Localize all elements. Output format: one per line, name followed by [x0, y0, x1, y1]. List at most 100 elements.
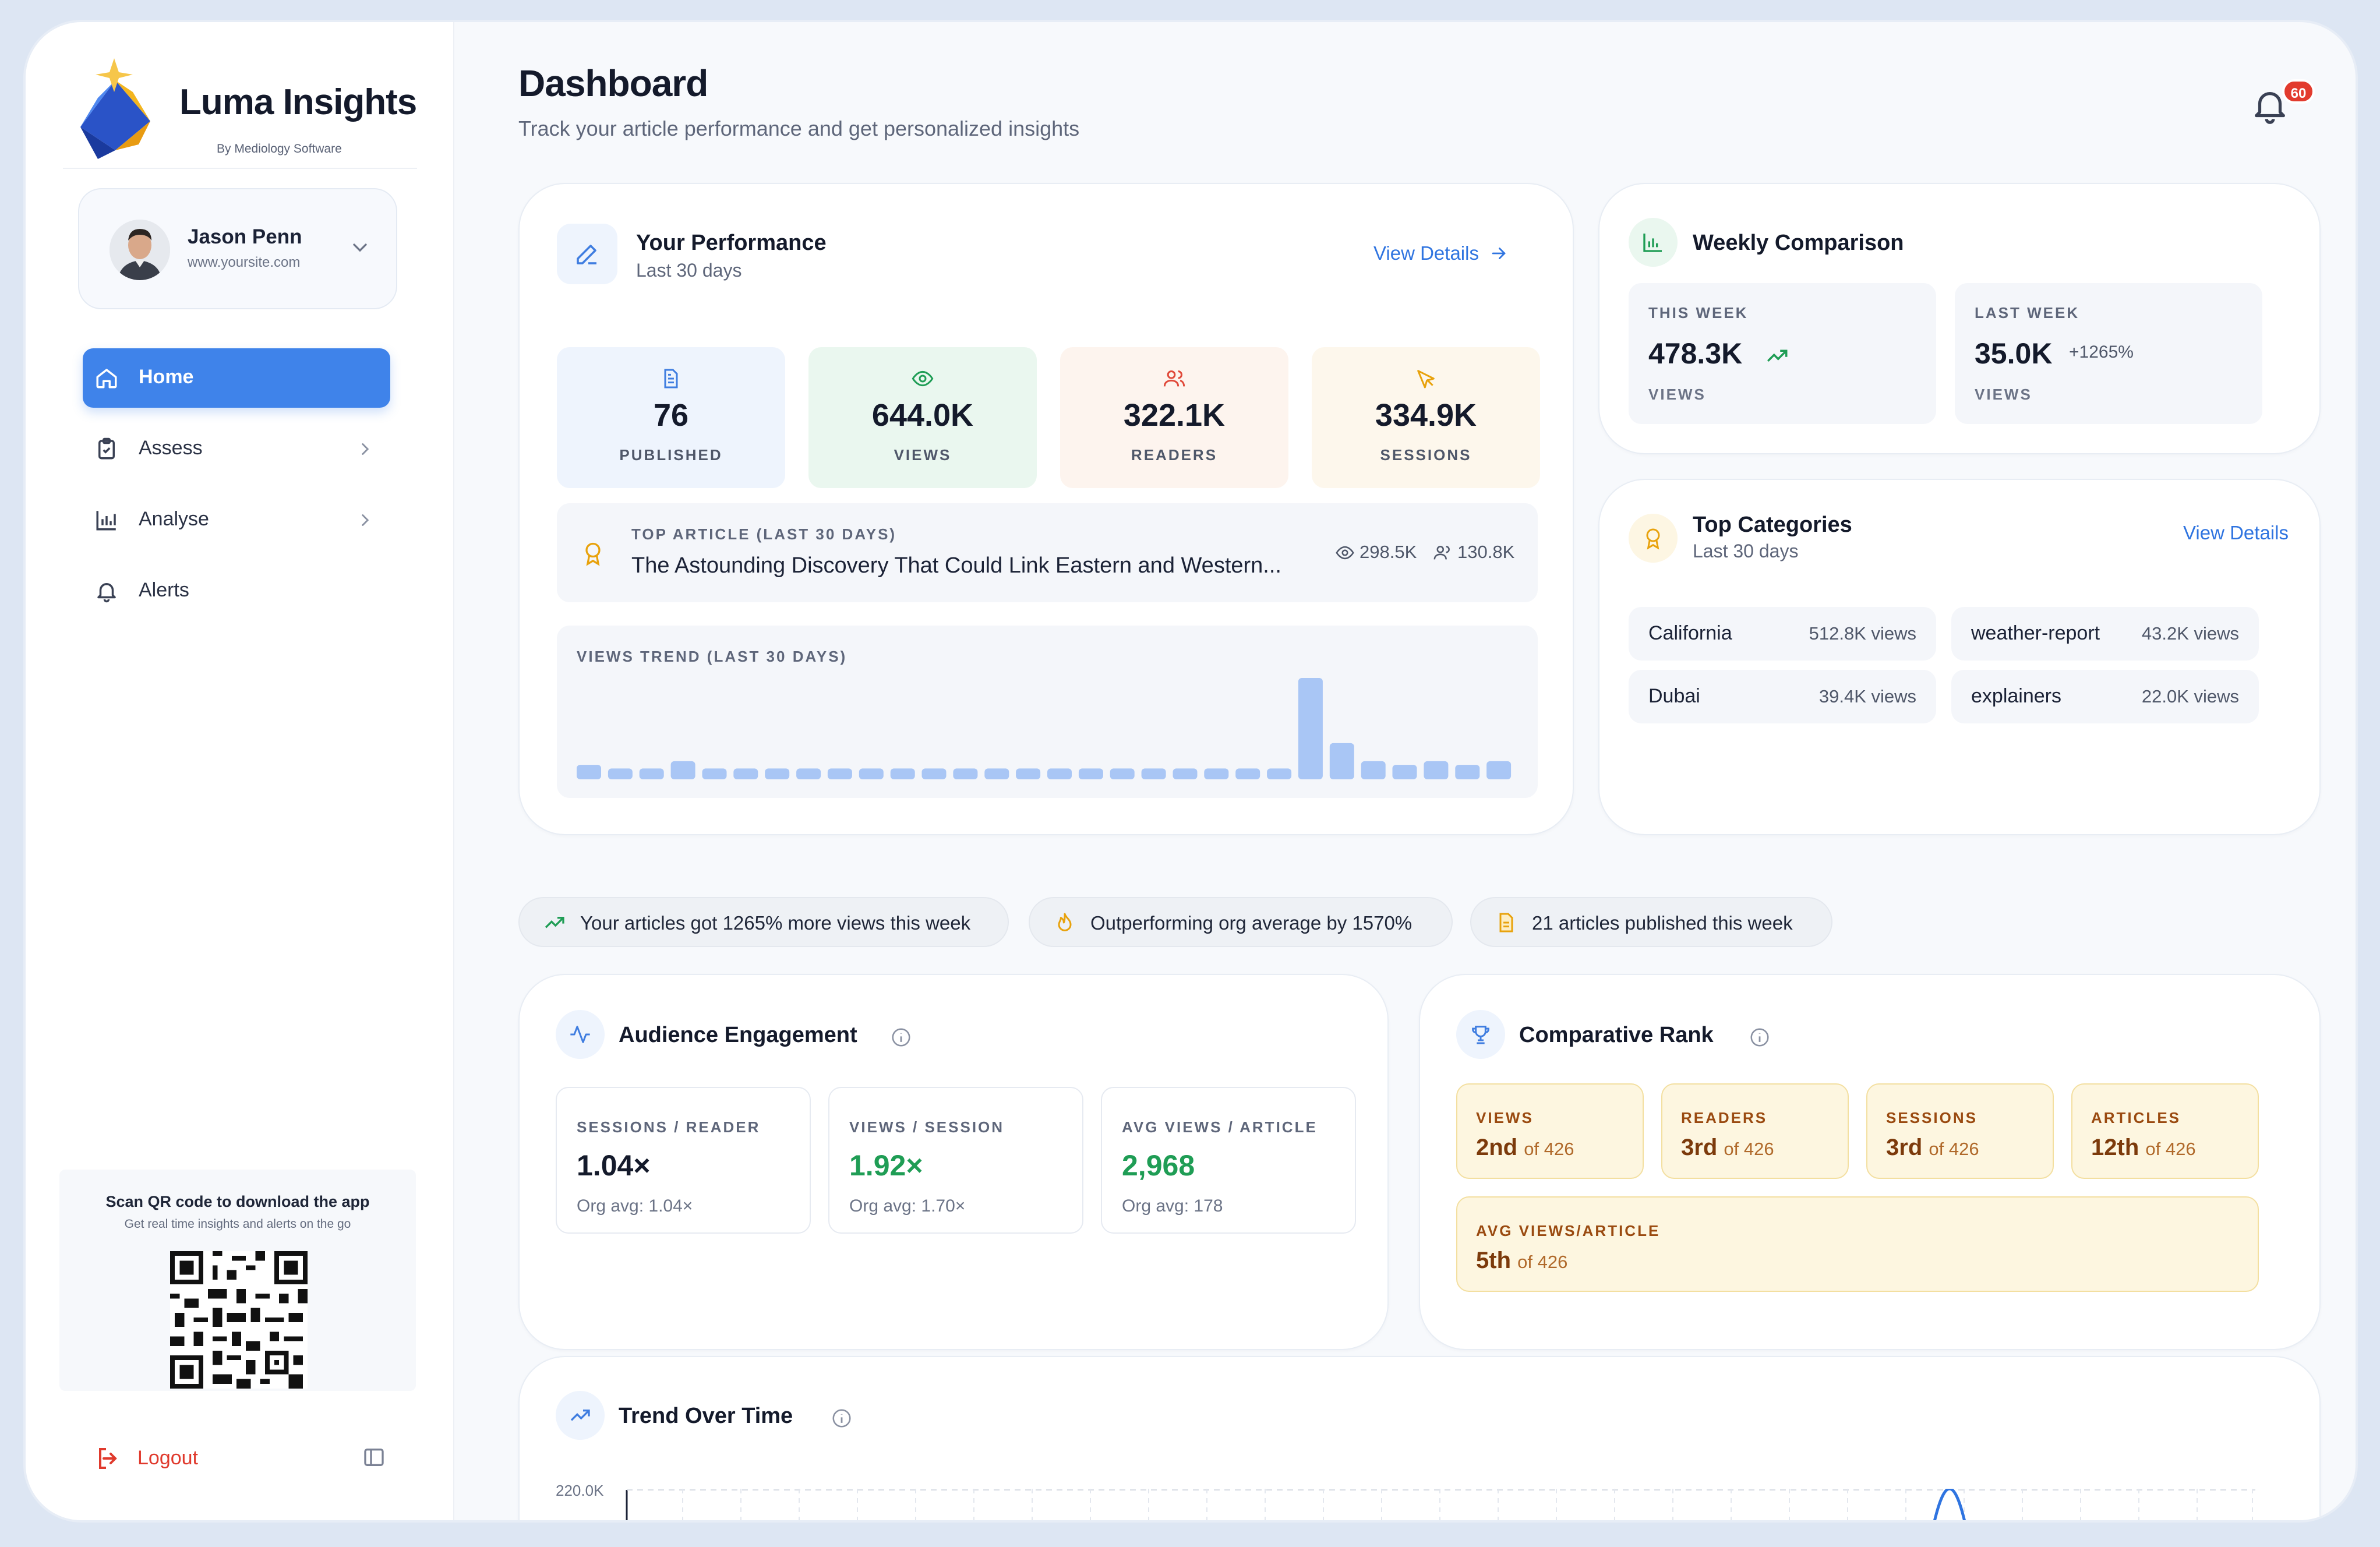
- sidebar-item-alerts[interactable]: Alerts: [83, 561, 390, 621]
- trend-bar[interactable]: [639, 768, 664, 779]
- notifications-bell-icon[interactable]: [2250, 85, 2290, 126]
- this-week-box: THIS WEEK 478.3K VIEWS: [1629, 283, 1936, 424]
- top-article-row[interactable]: TOP ARTICLE (LAST 30 DAYS) The Astoundin…: [557, 503, 1538, 602]
- category-views: 39.4K views: [1818, 686, 1916, 707]
- sidebar-item-home[interactable]: Home: [83, 348, 390, 408]
- trend-bar[interactable]: [1110, 768, 1135, 779]
- bell-icon: [97, 583, 116, 603]
- rank-position: 12th: [2091, 1135, 2139, 1160]
- trend-bar[interactable]: [1486, 761, 1512, 779]
- rank-readers: READERS 3rd of 426: [1661, 1083, 1849, 1179]
- trend-bar[interactable]: [670, 761, 695, 779]
- trend-bar[interactable]: [1141, 768, 1166, 779]
- chevron-down-icon[interactable]: [348, 236, 372, 259]
- info-icon[interactable]: [1749, 1026, 1771, 1048]
- qr-title: Scan QR code to download the app: [105, 1193, 370, 1210]
- eye-icon: [912, 370, 934, 387]
- trend-bar[interactable]: [921, 768, 947, 779]
- engagement-label: SESSIONS / READER: [577, 1118, 761, 1136]
- trend-bar[interactable]: [577, 765, 601, 779]
- trend-bar[interactable]: [1361, 761, 1386, 779]
- bar-chart-icon: [1643, 234, 1662, 252]
- trend-bar[interactable]: [608, 768, 633, 779]
- trend-bar[interactable]: [953, 768, 978, 779]
- rank-label: READERS: [1681, 1109, 1768, 1126]
- category-name: Dubai: [1648, 685, 1700, 707]
- rank-sessions: SESSIONS 3rd of 426: [1866, 1083, 2054, 1179]
- rank-avg-views-per-article: AVG VIEWS/ARTICLE 5th of 426: [1456, 1196, 2259, 1292]
- qr-download-panel: Scan QR code to download the app Get rea…: [59, 1170, 416, 1391]
- sidebar-item-assess[interactable]: Assess: [83, 419, 390, 479]
- category-views: 512.8K views: [1809, 623, 1916, 644]
- info-icon[interactable]: [831, 1407, 853, 1429]
- engagement-views-per-session: VIEWS / SESSION 1.92× Org avg: 1.70×: [828, 1087, 1083, 1234]
- last-week-box: LAST WEEK 35.0K +1265% VIEWS: [1955, 283, 2262, 424]
- rank-icon-box: [1456, 1010, 1505, 1059]
- brand[interactable]: Luma Insights By Mediology Software: [63, 57, 424, 168]
- trend-bar[interactable]: [1016, 768, 1041, 779]
- trend-bar[interactable]: [1392, 765, 1417, 779]
- trend-bar[interactable]: [1047, 768, 1072, 779]
- trend-bar[interactable]: [1078, 768, 1103, 779]
- engagement-label: AVG VIEWS / ARTICLE: [1122, 1118, 1318, 1136]
- trend-bar[interactable]: [984, 768, 1009, 779]
- trend-bar[interactable]: [1204, 768, 1229, 779]
- trend-bar[interactable]: [1329, 743, 1354, 779]
- sidebar-toggle-icon[interactable]: [362, 1446, 386, 1469]
- trend-bar[interactable]: [1173, 768, 1198, 779]
- award-icon: [585, 542, 601, 566]
- top-article-title[interactable]: The Astounding Discovery That Could Link…: [631, 553, 1281, 578]
- engagement-org-avg: Org avg: 1.70×: [849, 1196, 966, 1216]
- trend-bar[interactable]: [733, 768, 758, 779]
- rank-position: 5th: [1476, 1248, 1511, 1273]
- rank-of: of 426: [2145, 1139, 2196, 1159]
- performance-view-details-link[interactable]: View Details: [1373, 242, 1509, 264]
- rank-value: 2nd of 426: [1476, 1135, 1574, 1161]
- rank-value: 12th of 426: [2091, 1135, 2196, 1161]
- trend-bar[interactable]: [765, 768, 790, 779]
- top-article-views-value: 298.5K: [1360, 542, 1417, 562]
- metric-label: PUBLISHED: [619, 446, 723, 464]
- categories-view-details-link[interactable]: View Details: [2183, 522, 2289, 543]
- chevron-right-icon: [362, 514, 369, 526]
- trend-title: Trend Over Time: [619, 1404, 793, 1428]
- document-icon: [664, 369, 678, 388]
- trending-up-icon: [1767, 349, 1788, 362]
- trend-bar[interactable]: [1424, 761, 1449, 779]
- trend-bar[interactable]: [1267, 768, 1292, 779]
- sidebar-item-analyse[interactable]: Analyse: [83, 490, 390, 550]
- trend-bar[interactable]: [890, 768, 915, 779]
- info-icon[interactable]: [890, 1026, 912, 1048]
- logout-button[interactable]: Logout: [94, 1440, 386, 1475]
- category-item[interactable]: explainers 22.0K views: [1951, 670, 2259, 723]
- trend-bar[interactable]: [827, 768, 852, 779]
- trend-bar[interactable]: [1235, 768, 1260, 779]
- rank-title: Comparative Rank: [1519, 1023, 1714, 1047]
- metric-value: 76: [653, 398, 689, 433]
- user-profile-card[interactable]: Jason Penn www.yoursite.com: [78, 188, 397, 309]
- engagement-label: VIEWS / SESSION: [849, 1118, 1005, 1136]
- trend-bar[interactable]: [1455, 765, 1480, 779]
- logout-label: Logout: [137, 1447, 198, 1469]
- weekly-icon-box: [1629, 218, 1678, 267]
- bar-chart-icon: [96, 511, 116, 531]
- trend-bar[interactable]: [1298, 678, 1323, 779]
- category-item[interactable]: Dubai 39.4K views: [1629, 670, 1936, 723]
- arrow-right-icon: [1492, 248, 1506, 259]
- qr-code-icon[interactable]: [170, 1251, 308, 1389]
- category-item[interactable]: California 512.8K views: [1629, 607, 1936, 661]
- sidebar-item-label: Assess: [139, 437, 203, 459]
- insight-text: Outperforming org average by 1570%: [1090, 912, 1413, 934]
- rank-of: of 426: [1724, 1139, 1774, 1159]
- category-item[interactable]: weather-report 43.2K views: [1951, 607, 2259, 661]
- trend-bar[interactable]: [859, 768, 884, 779]
- trend-bar[interactable]: [796, 768, 821, 779]
- sidebar-item-label: Alerts: [139, 579, 189, 601]
- categories-title: Top Categories: [1693, 513, 1852, 537]
- trending-up-icon: [545, 917, 564, 928]
- rank-label: AVG VIEWS/ARTICLE: [1476, 1222, 1661, 1239]
- trend-bar[interactable]: [702, 768, 727, 779]
- logout-icon: [99, 1448, 117, 1469]
- insight-text: Your articles got 1265% more views this …: [580, 912, 971, 934]
- category-name: explainers: [1971, 685, 2061, 707]
